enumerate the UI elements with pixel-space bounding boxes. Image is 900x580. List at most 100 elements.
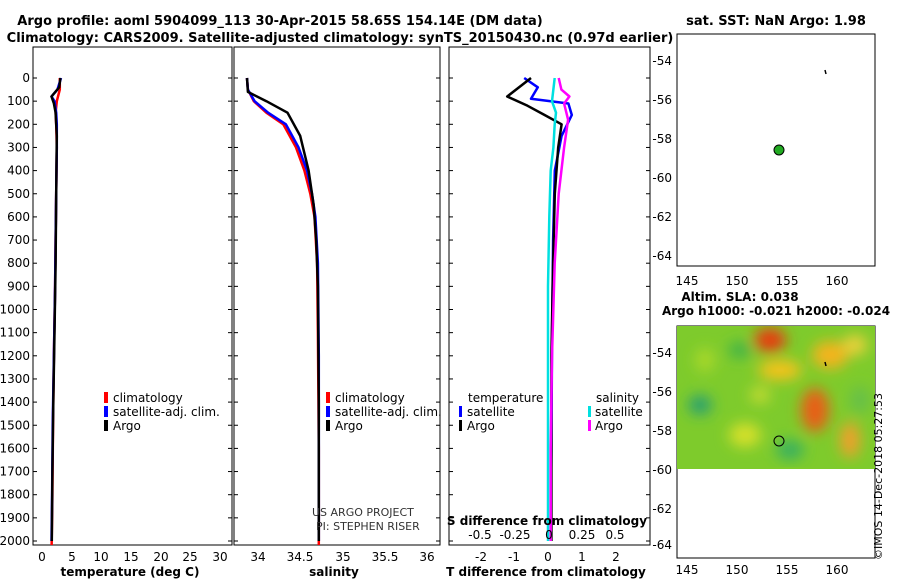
difference-panel — [448, 46, 651, 546]
temp-x-tick: 30 — [212, 550, 227, 564]
legend-label: climatology — [113, 391, 183, 405]
s-diff-tick: -0.5 — [468, 528, 491, 542]
legend-label: Argo — [467, 419, 495, 433]
temp-x-tick: 15 — [123, 550, 138, 564]
s-diff-tick: 0.25 — [569, 528, 596, 542]
sla-x-tick: 150 — [726, 563, 749, 577]
panel-2-series — [505, 76, 574, 542]
s-diff-tick: 0.5 — [605, 528, 624, 542]
depth-tick: 100 — [7, 94, 30, 108]
temperature-panel — [32, 46, 233, 546]
legend-swatch-climatology — [104, 392, 108, 403]
sla-y-tick: -62 — [652, 502, 672, 516]
depth-tick: 1900 — [0, 511, 30, 525]
sla-y-tick: -58 — [652, 424, 672, 438]
sla-y-tick: -56 — [652, 385, 672, 399]
temp-x-tick: 20 — [153, 550, 168, 564]
diff-x-tick: 0 — [544, 550, 552, 564]
sla-x-tick: 145 — [676, 563, 699, 577]
series-line-climatology — [245, 77, 321, 545]
legend-label: satellite-adj. clim. — [335, 405, 442, 419]
sst-map-title: sat. SST: NaN Argo: 1.98 — [686, 14, 866, 29]
sla-y-tick: -60 — [652, 463, 672, 477]
credit-pi: PI: STEPHEN RISER — [316, 520, 420, 533]
depth-tick: 700 — [7, 233, 30, 247]
legend-swatch-satellite-t — [459, 406, 462, 417]
sst-map-coast-mark — [824, 69, 827, 75]
sst-x-tick: 160 — [826, 274, 849, 288]
sst-y-ticks: -54 -56 -58 -60 -62 -64 — [652, 54, 672, 263]
depth-tick: 600 — [7, 210, 30, 224]
depth-tick: 0 — [22, 71, 30, 85]
depth-tick: 1500 — [0, 418, 30, 432]
sst-argo-position-marker — [773, 144, 785, 156]
depth-tick: 900 — [7, 279, 30, 293]
s-diff-label: S difference from climatology — [447, 514, 647, 528]
depth-tick: 1800 — [0, 488, 30, 502]
legend-swatch-satellite — [326, 406, 330, 417]
sla-map-title: Altim. SLA: 0.038 — [681, 290, 798, 304]
sst-y-tick: -56 — [652, 93, 672, 107]
legend-heading-salinity: salinity — [596, 391, 639, 405]
legend-swatch-satellite-s — [588, 406, 591, 417]
panel-1-series — [245, 77, 321, 545]
sst-x-tick: 155 — [776, 274, 799, 288]
series-line-argo — [50, 77, 62, 542]
sla-y-ticks: -54 -56 -58 -60 -62 -64 — [652, 346, 672, 552]
temp-x-tick: 10 — [93, 550, 108, 564]
sst-y-tick: -60 — [652, 171, 672, 185]
sal-x-tick: 34 — [250, 550, 265, 564]
sst-y-tick: -62 — [652, 210, 672, 224]
depth-tick: 1100 — [0, 326, 30, 340]
sla-y-tick: -64 — [652, 538, 672, 552]
legend-label: satellite — [467, 405, 515, 419]
figure-subtitle: Climatology: CARS2009. Satellite-adjuste… — [7, 31, 674, 46]
depth-tick: 500 — [7, 187, 30, 201]
imos-timestamp: ©IMOS 14-Dec-2018 05:27:53 — [872, 393, 885, 560]
depth-tick: 1300 — [0, 372, 30, 386]
legend-label: satellite-adj. clim. — [113, 405, 220, 419]
diff-x-label: T difference from climatology — [446, 565, 646, 579]
depth-tick: 1200 — [0, 349, 30, 363]
credit-project: US ARGO PROJECT — [312, 506, 414, 519]
legend-label: Argo — [595, 419, 623, 433]
legend-label: climatology — [335, 391, 405, 405]
diff-legend: temperature salinity satellite Argo sate… — [459, 391, 643, 433]
depth-tick: 400 — [7, 164, 30, 178]
sla-map-subtitle: Argo h1000: -0.021 h2000: -0.024 — [662, 304, 890, 318]
legend-swatch-argo-t — [459, 420, 462, 431]
sla-x-ticks: 145 150 155 160 — [676, 563, 849, 577]
legend-swatch-argo-s — [588, 420, 591, 431]
sst-x-tick: 150 — [726, 274, 749, 288]
series-line-satellite-adj-clim- — [245, 77, 321, 541]
sst-y-tick: -64 — [652, 249, 672, 263]
depth-tick: 200 — [7, 117, 30, 131]
depth-tick: 1600 — [0, 441, 30, 455]
sst-y-tick: -54 — [652, 54, 672, 68]
sla-x-tick: 155 — [776, 563, 799, 577]
sal-x-tick: 35.5 — [372, 550, 399, 564]
sal-x-label: salinity — [309, 565, 359, 579]
legend-swatch-climatology — [326, 392, 330, 403]
depth-tick: 1700 — [0, 465, 30, 479]
legend-swatch-satellite — [104, 406, 108, 417]
depth-tick: 2000 — [0, 534, 30, 548]
sal-legend: climatology satellite-adj. clim. Argo — [326, 391, 442, 433]
sla-argo-position-marker — [773, 435, 785, 447]
legend-label: Argo — [113, 419, 141, 433]
depth-tick: 1000 — [0, 303, 30, 317]
series-line-argo-s- — [549, 77, 571, 541]
legend-heading-temperature: temperature — [468, 391, 543, 405]
legend-swatch-argo — [104, 420, 108, 431]
series-line-argo — [245, 77, 321, 541]
temp-x-tick: 5 — [68, 550, 76, 564]
legend-label: Argo — [335, 419, 363, 433]
depth-tick: 800 — [7, 256, 30, 270]
figure-title: Argo profile: aoml 5904099_113 30-Apr-20… — [17, 14, 542, 29]
sla-y-tick: -54 — [652, 346, 672, 360]
sla-field — [677, 326, 875, 469]
legend-label: satellite — [595, 405, 643, 419]
panel-0-series — [50, 77, 63, 545]
sst-x-ticks: 145 150 155 160 — [676, 274, 849, 288]
